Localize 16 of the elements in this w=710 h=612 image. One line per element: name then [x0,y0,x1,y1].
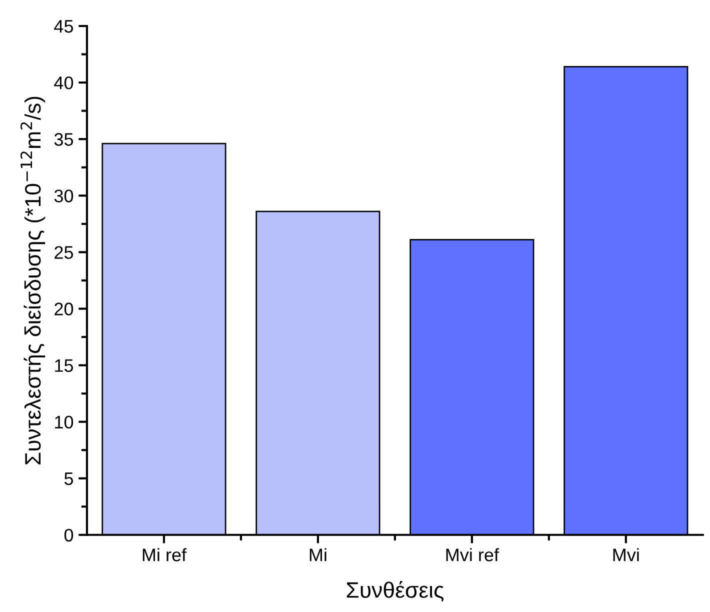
y-tick-label: 35 [54,133,74,146]
x-axis-title: Συνθέσεις [346,580,444,602]
x-tick-label: Mvi ref [446,548,500,562]
x-tick-label: Mvi [613,548,639,562]
y-tick-label: 40 [54,76,74,90]
x-tick-label: Mi [310,548,326,562]
y-tick-label: 25 [54,246,74,259]
y-tick-label: 10 [55,416,74,429]
y-tick-label: 45 [54,20,74,33]
y-tick-label: 0 [64,528,74,542]
x-tick-label: Mi ref [142,548,187,562]
y-axis-title: Συντελεστής διείσδυσης (*10$^{−12}$m$^{2}$/s) [20,96,46,464]
y-tick-label: 30 [54,190,74,202]
y-tick-label: 20 [54,302,74,316]
y-tick-label: 5 [64,472,74,486]
y-tick-label: 15 [55,359,74,372]
